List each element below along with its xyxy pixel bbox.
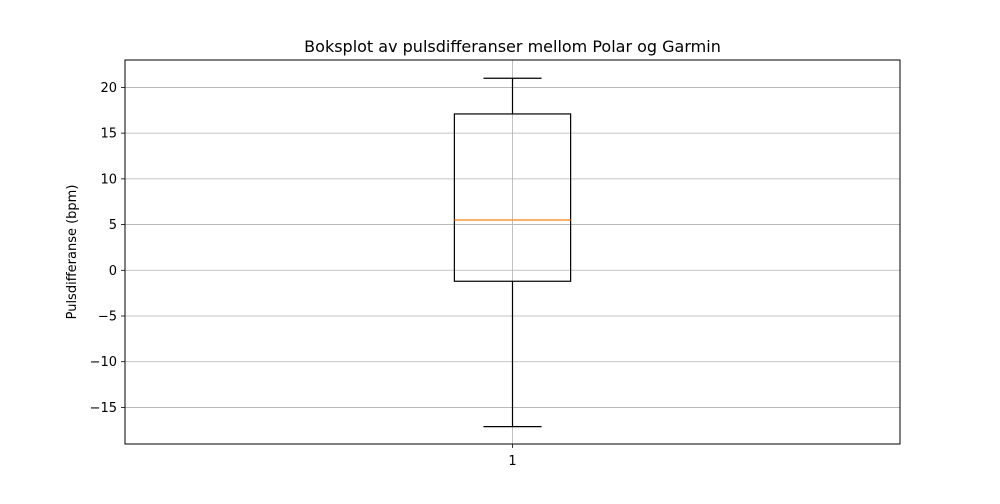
- y-tick-label: 15: [100, 127, 117, 142]
- iqr-box: [453, 113, 572, 282]
- box-layer: [453, 77, 572, 428]
- x-tick-label: 1: [508, 454, 516, 469]
- y-axis-label: Pulsdifferanse (bpm): [65, 185, 80, 320]
- y-tick-label: 0: [109, 264, 117, 279]
- y-tick-label: 10: [100, 172, 117, 187]
- chart-title: Boksplot av pulsdifferanser mellom Polar…: [304, 37, 721, 56]
- y-tick-label: 20: [100, 81, 117, 96]
- x-axis-ticks: 1: [508, 444, 517, 469]
- y-tick-label: −15: [90, 401, 117, 416]
- y-tick-label: 5: [109, 218, 117, 233]
- y-axis-ticks: −15 −10 −5 0 5 10 15 20: [90, 81, 125, 416]
- y-tick-label: −10: [90, 355, 117, 370]
- y-tick-label: −5: [98, 310, 117, 325]
